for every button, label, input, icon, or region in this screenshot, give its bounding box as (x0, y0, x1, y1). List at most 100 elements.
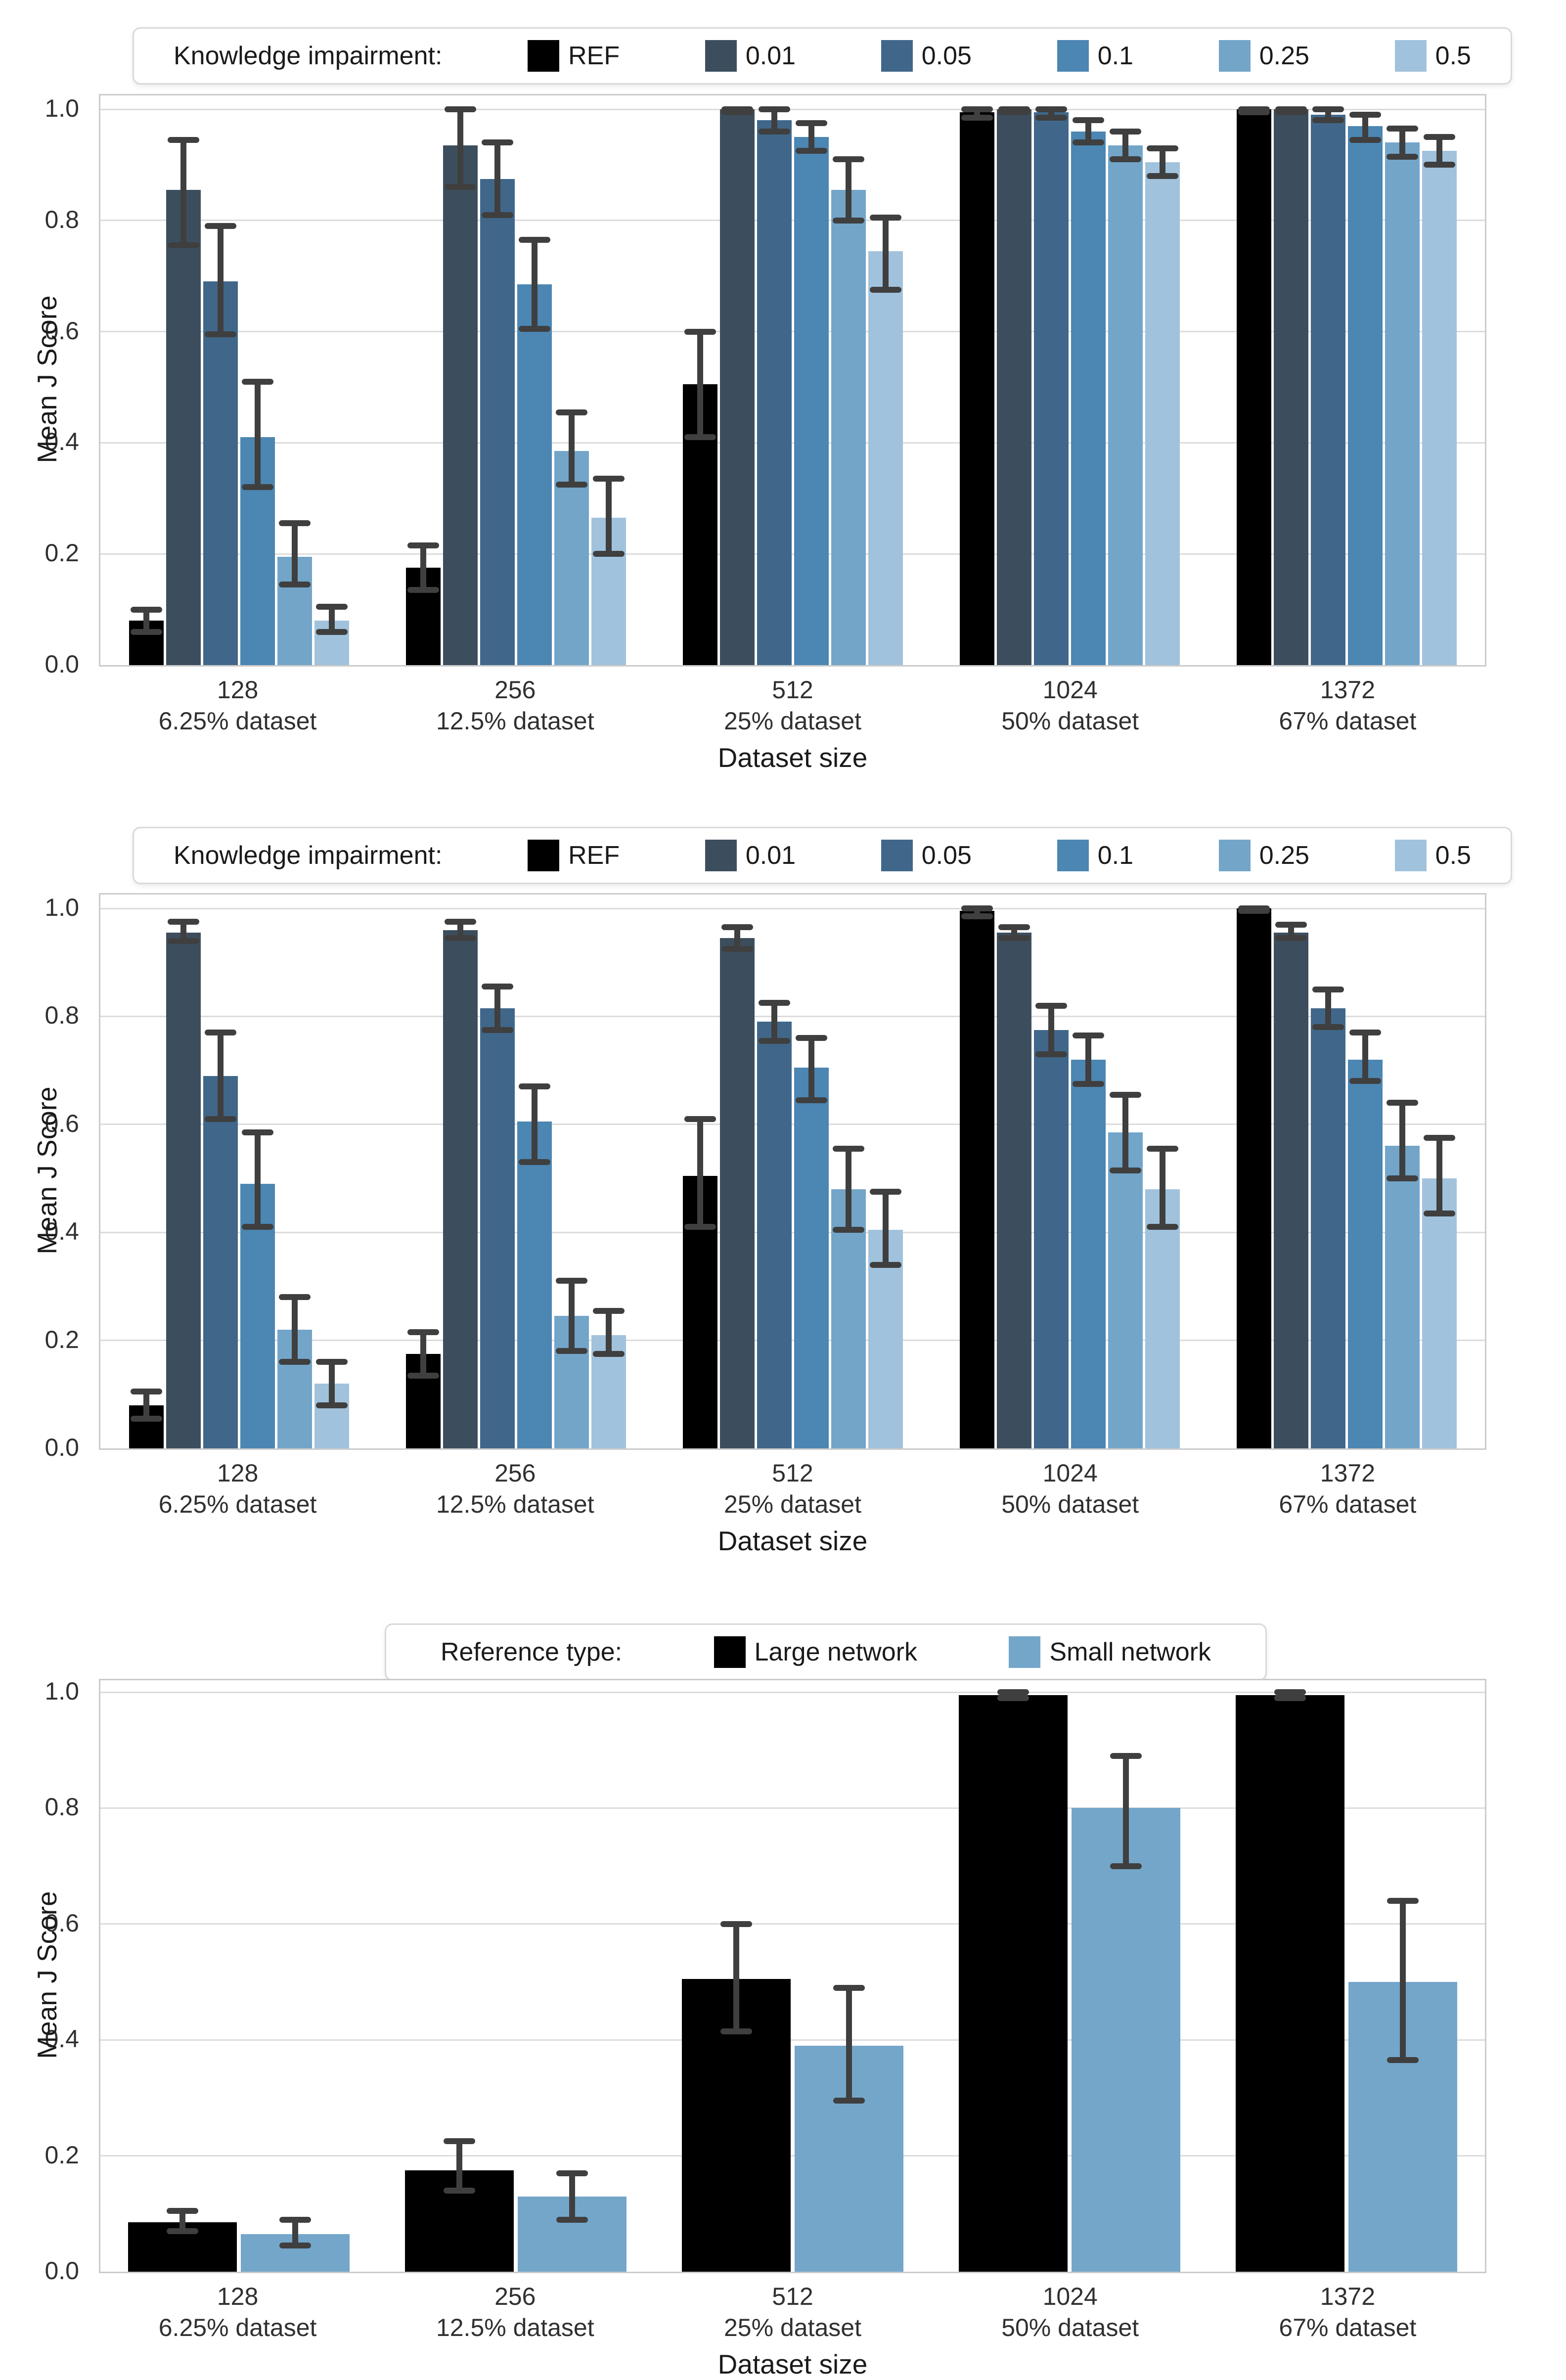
error-bar-cap-top (684, 1116, 716, 1122)
error-bar-cap-bottom (315, 1402, 348, 1408)
error-bar-cap-bottom (684, 434, 716, 441)
error-bar-cap-bottom (998, 109, 1030, 115)
error-bar-line (456, 2141, 462, 2191)
error-bar-cap-top (1110, 1752, 1142, 1759)
error-bar-cap-top (1349, 112, 1381, 118)
error-bar-line (845, 1148, 851, 1230)
error-bar-cap-top (130, 1389, 162, 1395)
x-tick-label: 256 12.5% dataset (376, 1458, 654, 1520)
error-bar-cap-bottom (1238, 908, 1270, 914)
x-tick-label: 128 6.25% dataset (99, 674, 376, 737)
error-bar-cap-bottom (795, 148, 827, 154)
x-tick-label: 512 25% dataset (654, 674, 931, 737)
x-tick-label: 128 6.25% dataset (99, 1458, 376, 1520)
bar (1310, 1008, 1345, 1448)
x-tick-size: 128 (217, 1459, 259, 1487)
x-tick-subtitle: 6.25% dataset (158, 1490, 317, 1518)
error-bar-line (180, 922, 186, 941)
x-tick-size: 512 (772, 676, 813, 704)
error-bar-cap-bottom (1146, 173, 1178, 179)
error-bar-cap-top (407, 1329, 439, 1336)
x-tick-label: 1372 67% dataset (1209, 674, 1486, 737)
bar (443, 145, 478, 665)
error-bar-cap-top (1109, 1091, 1141, 1098)
error-bar-cap-top (1312, 986, 1344, 992)
error-bar-cap-top (592, 476, 625, 482)
error-bar-line (1123, 1755, 1129, 1866)
error-bar-cap-top (556, 2170, 588, 2176)
error-bar-line (1159, 148, 1165, 176)
error-bar-cap-top (167, 919, 199, 925)
error-bar-line (1400, 1900, 1406, 2061)
legend-item: REF (528, 840, 620, 871)
x-tick-subtitle: 25% dataset (723, 707, 861, 735)
error-bar-line (568, 1281, 575, 1351)
x-tick-size: 256 (494, 2283, 536, 2310)
error-bar-cap-bottom (1146, 1224, 1178, 1230)
bar (1273, 933, 1308, 1448)
error-bar-cap-top (167, 2207, 198, 2214)
error-bar-line (734, 927, 740, 949)
error-bar-cap-bottom (961, 913, 993, 920)
x-tick-size: 256 (494, 1459, 536, 1487)
y-tick-label: 1.0 (45, 94, 79, 122)
bar (1347, 1059, 1383, 1448)
error-bar-line (292, 2219, 298, 2246)
y-tick-label: 0.2 (45, 539, 79, 567)
x-tick-subtitle: 12.5% dataset (436, 1490, 594, 1518)
error-bar-line (733, 1924, 739, 2031)
error-bar-line (1362, 115, 1368, 140)
x-tick-label: 128 6.25% dataset (99, 2281, 376, 2343)
error-bar-cap-top (1035, 1002, 1067, 1009)
error-bar-cap-bottom (720, 2028, 752, 2034)
x-tick-size: 1372 (1320, 2283, 1375, 2310)
legend-item-label: Small network (1049, 1638, 1211, 1666)
error-bar-cap-top (555, 1278, 587, 1284)
bar (203, 1076, 238, 1448)
error-bar-cap-top (1274, 1689, 1306, 1695)
error-bar-cap-top (555, 409, 587, 415)
bar (1385, 142, 1420, 665)
bar (794, 137, 829, 665)
bar (166, 933, 201, 1448)
error-bar-cap-top (481, 984, 513, 990)
error-bar-cap-top (1423, 1135, 1455, 1141)
gridline (100, 907, 1485, 909)
x-tick-subtitle: 67% dataset (1279, 2314, 1417, 2341)
legend-item-label: REF (568, 42, 620, 70)
x-tick-label: 512 25% dataset (654, 2281, 931, 2343)
error-bar-line (697, 331, 703, 438)
error-bar-cap-bottom (481, 212, 513, 218)
error-bar-cap-bottom (721, 109, 753, 115)
error-bar-cap-top (407, 542, 439, 549)
error-bar-cap-bottom (130, 629, 162, 635)
legend-swatch (1057, 840, 1089, 871)
x-tick-size: 1024 (1042, 2283, 1098, 2310)
error-bar-line (771, 109, 777, 132)
legend-item-label: Large network (754, 1638, 918, 1666)
legend-swatch (705, 40, 737, 72)
error-bar-line (882, 1192, 889, 1265)
error-bar-line (1436, 1138, 1442, 1213)
error-bar-cap-top (1387, 1897, 1419, 1904)
legend-item: 0.1 (1057, 840, 1133, 871)
bar (996, 933, 1031, 1448)
legend-swatch (1394, 840, 1427, 871)
error-bar-cap-bottom (555, 1348, 587, 1354)
legend-item: 0.1 (1057, 40, 1133, 72)
x-tick-size: 1024 (1042, 676, 1098, 704)
error-bar-cap-top (721, 924, 753, 931)
y-tick-label: 1.0 (45, 1677, 79, 1705)
error-bar-cap-top (758, 1000, 790, 1006)
error-bar-cap-top (795, 1035, 827, 1041)
legend-swatch (1009, 1636, 1041, 1668)
legend-item: Small network (1009, 1636, 1211, 1668)
error-bar-cap-bottom (167, 242, 199, 249)
y-tick-label: 0.0 (45, 2257, 79, 2285)
bar (517, 284, 552, 665)
error-bar-cap-bottom (1387, 2057, 1419, 2064)
error-bar-cap-bottom (555, 481, 587, 488)
gridline (100, 553, 1485, 555)
gridline (100, 1231, 1485, 1233)
error-bar-line (1122, 1094, 1128, 1170)
